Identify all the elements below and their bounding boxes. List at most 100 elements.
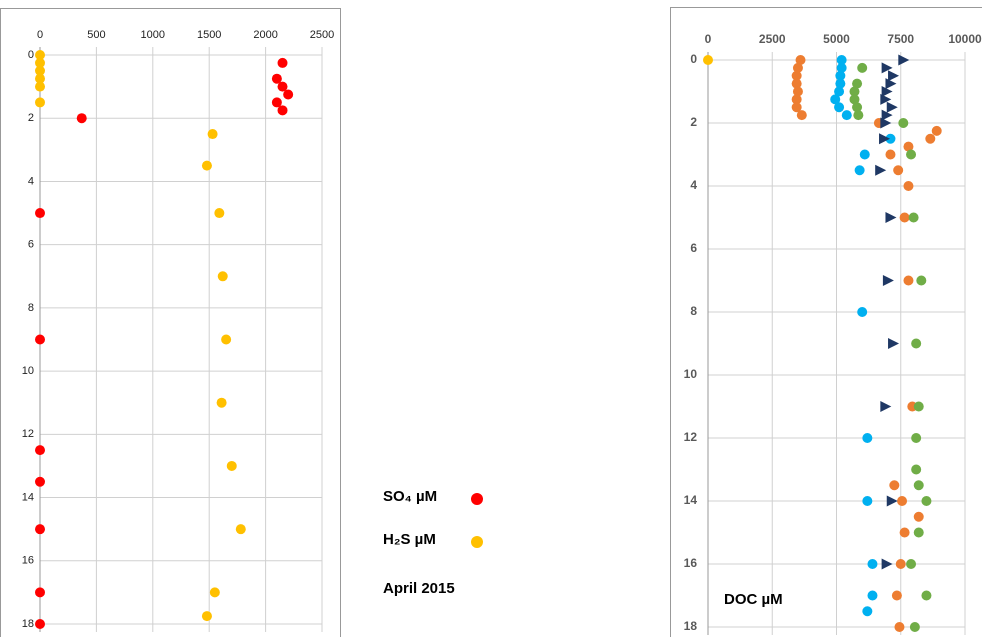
triangle-point [898, 54, 910, 66]
point [834, 86, 845, 97]
y-tick-label: 8 [28, 302, 34, 314]
legend-marker [471, 493, 483, 505]
point [35, 208, 45, 219]
x-tick-label: 5000 [823, 32, 850, 46]
point [795, 55, 806, 65]
y-tick-label: 18 [22, 618, 34, 630]
point [903, 275, 914, 286]
triangle-point [881, 109, 893, 121]
point [277, 81, 288, 92]
point [277, 105, 288, 116]
point [221, 334, 232, 345]
point [903, 181, 914, 191]
x-tick-label: 1000 [141, 29, 165, 41]
point [207, 129, 218, 140]
point [791, 102, 802, 113]
point [903, 141, 914, 152]
point [854, 165, 865, 176]
y-tick-label: 10 [22, 365, 34, 377]
point [35, 524, 45, 535]
y-tick-label: 2 [690, 115, 697, 129]
point [796, 110, 807, 121]
point [909, 622, 920, 632]
point [852, 102, 863, 113]
point [216, 397, 227, 408]
point [271, 97, 282, 108]
point [834, 102, 845, 113]
point [271, 73, 282, 84]
y-tick-label: 10 [684, 367, 698, 381]
point [913, 511, 924, 522]
y-tick-label: 12 [22, 428, 34, 440]
y-tick-label: 8 [690, 304, 697, 318]
annotation: DOC µM [724, 591, 783, 608]
x-tick-label: 500 [87, 29, 105, 41]
triangle-point [881, 558, 893, 570]
triangle-point [880, 401, 892, 412]
point [906, 559, 917, 569]
point [235, 524, 246, 535]
point [836, 55, 847, 65]
point [862, 433, 873, 443]
point [895, 559, 906, 569]
point [35, 619, 45, 629]
triangle-point [885, 78, 897, 90]
y-tick-label: 2 [28, 112, 34, 124]
point [898, 118, 909, 128]
point [35, 81, 45, 92]
x-tick-label: 2500 [759, 32, 786, 46]
triangle-point [886, 101, 898, 113]
y-tick-label: 4 [28, 175, 34, 187]
point [862, 496, 873, 506]
y-tick-label: 6 [28, 239, 34, 251]
panel: 0 2500 5000 7500 10000 0 2 4 6 8 10 12 14 16 18 DOC µM [684, 32, 982, 635]
point [931, 125, 942, 136]
point [885, 133, 896, 144]
point [867, 559, 878, 569]
point [925, 133, 936, 144]
point [862, 606, 873, 617]
point [35, 65, 45, 76]
point [893, 165, 904, 176]
point [35, 50, 45, 60]
point [226, 460, 237, 471]
point [885, 149, 896, 160]
point [35, 587, 45, 598]
point [791, 94, 802, 105]
x-tick-label: 2500 [310, 29, 334, 41]
x-tick-label: 0 [705, 32, 712, 46]
y-tick-label: 0 [690, 52, 697, 66]
point [35, 97, 45, 108]
point [899, 527, 910, 538]
point [35, 334, 45, 345]
triangle-point [879, 133, 891, 145]
x-tick-label: 2000 [253, 29, 277, 41]
point [35, 445, 45, 456]
point [841, 110, 852, 121]
point [921, 590, 932, 601]
y-tick-label: 16 [684, 556, 698, 570]
point [857, 307, 868, 317]
point [35, 57, 45, 68]
point [283, 89, 294, 100]
point [853, 110, 864, 121]
point [852, 78, 863, 89]
point [703, 55, 713, 65]
point [835, 78, 846, 89]
point [913, 401, 924, 412]
point [899, 212, 910, 223]
point [835, 70, 846, 81]
x-tick-label: 1500 [197, 29, 221, 41]
point [849, 94, 860, 105]
point [35, 73, 45, 84]
point [214, 208, 225, 219]
point [792, 62, 803, 73]
y-tick-label: 14 [22, 491, 34, 503]
point [76, 113, 87, 124]
right-frame [670, 7, 982, 637]
point [849, 86, 860, 97]
legend-marker [471, 536, 483, 548]
triangle-point [881, 86, 893, 97]
point [201, 160, 212, 171]
point [908, 212, 919, 223]
